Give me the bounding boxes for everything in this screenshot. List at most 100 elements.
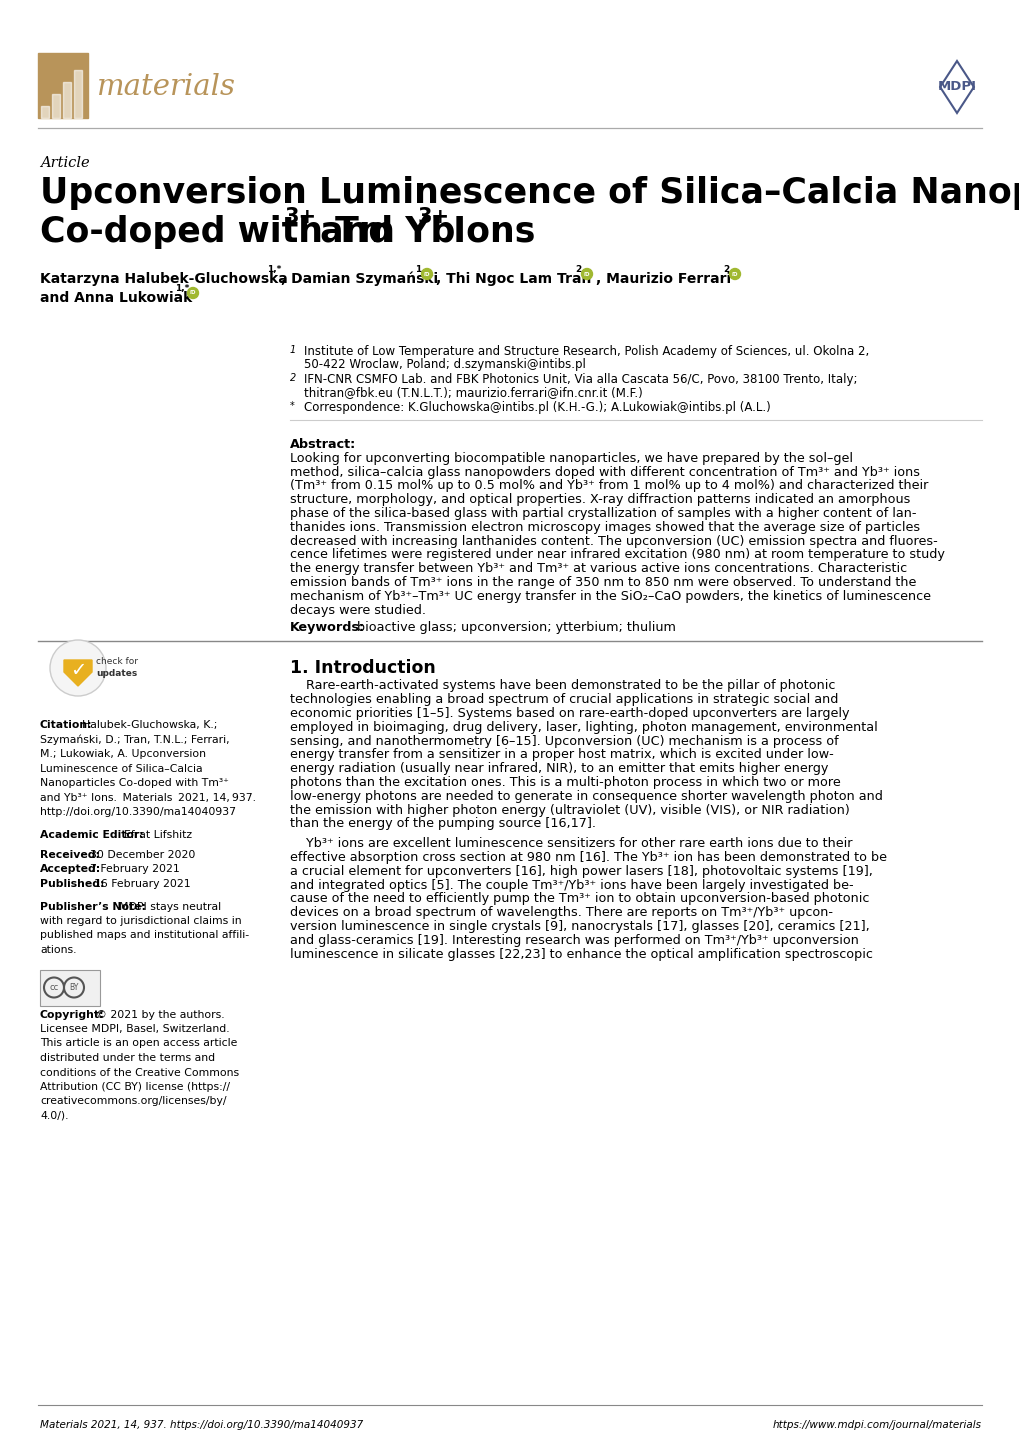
Text: MDPI: MDPI	[936, 81, 975, 94]
Text: IFN-CNR CSMFO Lab. and FBK Photonics Unit, Via alla Cascata 56/C, Povo, 38100 Tr: IFN-CNR CSMFO Lab. and FBK Photonics Uni…	[304, 373, 857, 386]
Text: 1: 1	[289, 345, 296, 355]
Text: phase of the silica-based glass with partial crystallization of samples with a h: phase of the silica-based glass with par…	[289, 508, 916, 521]
Polygon shape	[64, 660, 92, 686]
Text: Publisher’s Note:: Publisher’s Note:	[40, 901, 146, 911]
Text: 1: 1	[415, 265, 421, 274]
Text: 2: 2	[575, 265, 581, 274]
Text: economic priorities [1–5]. Systems based on rare-earth-doped upconverters are la: economic priorities [1–5]. Systems based…	[289, 707, 849, 720]
Text: ✓: ✓	[69, 662, 86, 681]
Text: energy radiation (usually near infrared, NIR), to an emitter that emits higher e: energy radiation (usually near infrared,…	[289, 763, 827, 776]
Text: Keywords:: Keywords:	[289, 622, 365, 634]
Text: 1. Introduction: 1. Introduction	[289, 659, 435, 678]
Text: Published:: Published:	[40, 880, 104, 890]
Text: check for: check for	[96, 658, 138, 666]
Circle shape	[421, 268, 432, 280]
Text: Nanoparticles Co-doped with Tm³⁺: Nanoparticles Co-doped with Tm³⁺	[40, 779, 228, 787]
Text: effective absorption cross section at 980 nm [16]. The Yb³⁺ ion has been demonst: effective absorption cross section at 98…	[289, 851, 887, 864]
Text: version luminescence in single crystals [9], nanocrystals [17], glasses [20], ce: version luminescence in single crystals …	[289, 920, 869, 933]
Text: emission bands of Tm³⁺ ions in the range of 350 nm to 850 nm were observed. To u: emission bands of Tm³⁺ ions in the range…	[289, 575, 915, 588]
Text: , Maurizio Ferrari: , Maurizio Ferrari	[595, 273, 731, 286]
Bar	[41, 107, 49, 118]
Text: Copyright:: Copyright:	[40, 1009, 104, 1019]
Circle shape	[729, 268, 740, 280]
Text: ations.: ations.	[40, 945, 76, 955]
Text: materials: materials	[97, 74, 235, 101]
Text: (Tm³⁺ from 0.15 mol% up to 0.5 mol% and Yb³⁺ from 1 mol% up to 4 mol%) and chara: (Tm³⁺ from 0.15 mol% up to 0.5 mol% and …	[289, 479, 927, 492]
Text: decays were studied.: decays were studied.	[289, 604, 426, 617]
Text: Received:: Received:	[40, 849, 100, 859]
Text: than the energy of the pumping source [16,17].: than the energy of the pumping source [1…	[289, 818, 595, 831]
Text: iD: iD	[731, 271, 738, 277]
Text: a crucial element for upconverters [16], high power lasers [18], photovoltaic sy: a crucial element for upconverters [16],…	[289, 865, 872, 878]
Text: Looking for upconverting biocompatible nanoparticles, we have prepared by the so: Looking for upconverting biocompatible n…	[289, 451, 852, 464]
Text: structure, morphology, and optical properties. X-ray diffraction patterns indica: structure, morphology, and optical prope…	[289, 493, 910, 506]
Text: mechanism of Yb³⁺–Tm³⁺ UC energy transfer in the SiO₂–CaO powders, the kinetics : mechanism of Yb³⁺–Tm³⁺ UC energy transfe…	[289, 590, 930, 603]
Text: cause of the need to efficiently pump the Tm³⁺ ion to obtain upconversion-based : cause of the need to efficiently pump th…	[289, 893, 868, 906]
Bar	[63, 82, 71, 118]
Text: and Anna Lukowiak: and Anna Lukowiak	[40, 291, 192, 306]
Text: 3+: 3+	[418, 208, 449, 226]
Text: iD: iD	[583, 271, 590, 277]
Text: Accepted:: Accepted:	[40, 865, 101, 874]
Text: Ions: Ions	[440, 215, 535, 249]
Text: Co-doped with Tm: Co-doped with Tm	[40, 215, 394, 249]
Text: 1,*: 1,*	[267, 265, 281, 274]
Text: conditions of the Creative Commons: conditions of the Creative Commons	[40, 1067, 238, 1077]
Text: devices on a broad spectrum of wavelengths. There are reports on Tm³⁺/Yb³⁺ upcon: devices on a broad spectrum of wavelengt…	[289, 906, 833, 919]
Text: low-energy photons are needed to generate in consequence shorter wavelength phot: low-energy photons are needed to generat…	[289, 790, 882, 803]
Text: iD: iD	[423, 271, 430, 277]
Circle shape	[187, 287, 199, 298]
Text: 3+: 3+	[284, 208, 317, 226]
Text: bioactive glass; upconversion; ytterbium; thulium: bioactive glass; upconversion; ytterbium…	[357, 622, 676, 634]
Text: Materials 2021, 14, 937. https://doi.org/10.3390/ma14040937: Materials 2021, 14, 937. https://doi.org…	[40, 1420, 363, 1430]
Bar	[40, 969, 100, 1005]
Text: technologies enabling a broad spectrum of crucial applications in strategic soci: technologies enabling a broad spectrum o…	[289, 694, 838, 707]
Text: https://www.mdpi.com/journal/materials: https://www.mdpi.com/journal/materials	[772, 1420, 981, 1430]
Text: employed in bioimaging, drug delivery, laser, lighting, photon management, envir: employed in bioimaging, drug delivery, l…	[289, 721, 877, 734]
Text: published maps and institutional affili-: published maps and institutional affili-	[40, 930, 249, 940]
Text: cc: cc	[49, 983, 58, 992]
Text: distributed under the terms and: distributed under the terms and	[40, 1053, 215, 1063]
Text: Halubek-Gluchowska, K.;: Halubek-Gluchowska, K.;	[82, 720, 217, 730]
Text: 2: 2	[722, 265, 729, 274]
Text: Licensee MDPI, Basel, Switzerland.: Licensee MDPI, Basel, Switzerland.	[40, 1024, 229, 1034]
Bar	[52, 94, 60, 118]
Text: Upconversion Luminescence of Silica–Calcia Nanoparticles: Upconversion Luminescence of Silica–Calc…	[40, 176, 1019, 211]
Text: thanides ions. Transmission electron microscopy images showed that the average s: thanides ions. Transmission electron mic…	[289, 521, 919, 534]
Text: cence lifetimes were registered under near infrared excitation (980 nm) at room : cence lifetimes were registered under ne…	[289, 548, 944, 561]
Text: Institute of Low Temperature and Structure Research, Polish Academy of Sciences,: Institute of Low Temperature and Structu…	[304, 345, 868, 358]
Text: 30 December 2020: 30 December 2020	[90, 849, 196, 859]
Text: Correspondence: K.Gluchowska@intibs.pl (K.H.-G.); A.Lukowiak@intibs.pl (A.L.): Correspondence: K.Gluchowska@intibs.pl (…	[304, 401, 770, 414]
Text: sensing, and nanothermometry [6–15]. Upconversion (UC) mechanism is a process of: sensing, and nanothermometry [6–15]. Upc…	[289, 734, 838, 747]
Text: Academic Editor:: Academic Editor:	[40, 829, 144, 839]
Text: © 2021 by the authors.: © 2021 by the authors.	[96, 1009, 224, 1019]
Text: Attribution (CC BY) license (https://: Attribution (CC BY) license (https://	[40, 1082, 229, 1092]
Text: Luminescence of Silica–Calcia: Luminescence of Silica–Calcia	[40, 763, 203, 773]
Text: Abstract:: Abstract:	[289, 438, 356, 451]
Text: 7 February 2021: 7 February 2021	[90, 865, 179, 874]
Text: http://doi.org/10.3390/ma14040937: http://doi.org/10.3390/ma14040937	[40, 808, 235, 818]
Text: with regard to jurisdictional claims in: with regard to jurisdictional claims in	[40, 916, 242, 926]
Circle shape	[581, 268, 592, 280]
Text: photons than the excitation ones. This is a multi-photon process in which two or: photons than the excitation ones. This i…	[289, 776, 840, 789]
Text: energy transfer from a sensitizer in a proper host matrix, which is excited unde: energy transfer from a sensitizer in a p…	[289, 748, 833, 761]
Text: and Yb³⁺ Ions.  Materials  2021, 14, 937.: and Yb³⁺ Ions. Materials 2021, 14, 937.	[40, 793, 256, 803]
Text: Citation:: Citation:	[40, 720, 93, 730]
Text: *: *	[289, 401, 294, 411]
Text: 16 February 2021: 16 February 2021	[94, 880, 191, 890]
Bar	[74, 71, 82, 118]
Text: creativecommons.org/licenses/by/: creativecommons.org/licenses/by/	[40, 1096, 226, 1106]
Text: BY: BY	[69, 983, 78, 992]
Text: 2: 2	[289, 373, 296, 384]
Text: M.; Lukowiak, A. Upconversion: M.; Lukowiak, A. Upconversion	[40, 748, 206, 758]
Text: method, silica–calcia glass nanopowders doped with different concentration of Tm: method, silica–calcia glass nanopowders …	[289, 466, 919, 479]
Text: 50-422 Wroclaw, Poland; d.szymanski@intibs.pl: 50-422 Wroclaw, Poland; d.szymanski@inti…	[304, 358, 585, 371]
Text: updates: updates	[96, 669, 138, 679]
Text: the emission with higher photon energy (ultraviolet (UV), visible (VIS), or NIR : the emission with higher photon energy (…	[289, 803, 849, 816]
Text: and glass-ceramics [19]. Interesting research was performed on Tm³⁺/Yb³⁺ upconve: and glass-ceramics [19]. Interesting res…	[289, 934, 858, 947]
Text: MDPI stays neutral: MDPI stays neutral	[119, 901, 221, 911]
Bar	[38, 53, 88, 118]
Text: , Damian Szymański: , Damian Szymański	[280, 273, 438, 287]
Text: Katarzyna Halubek-Gluchowska: Katarzyna Halubek-Gluchowska	[40, 273, 287, 286]
Text: , Thi Ngoc Lam Tran: , Thi Ngoc Lam Tran	[435, 273, 591, 286]
